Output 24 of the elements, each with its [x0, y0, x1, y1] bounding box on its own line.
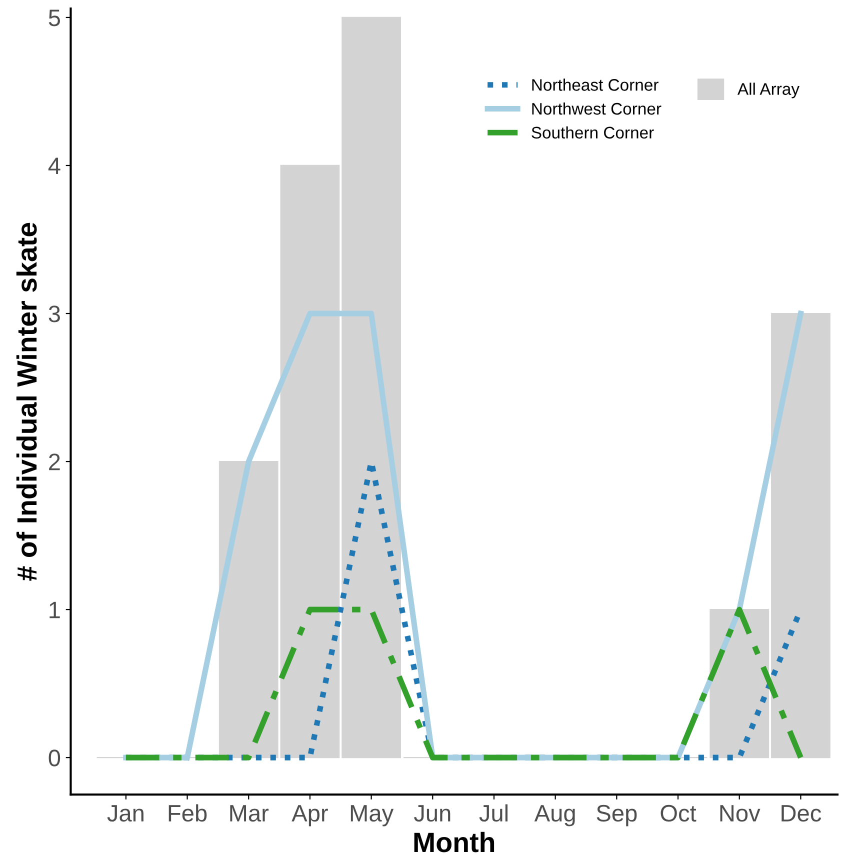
- x-tick-label: Jun: [414, 805, 450, 822]
- y-tick-label: 2: [49, 454, 60, 470]
- x-tick-label: Apr: [292, 805, 328, 826]
- x-tick-label: Dec: [782, 805, 822, 822]
- y-tick-label: 0: [48, 750, 60, 766]
- legend-label: Northwest Corner: [532, 102, 662, 115]
- x-axis-title: Month: [414, 832, 494, 852]
- x-tick-label: May: [350, 805, 394, 826]
- x-tick-label: Jul: [479, 804, 508, 822]
- x-tick-label: Mar: [230, 805, 269, 822]
- legend-label: Southern Corner: [532, 126, 654, 139]
- y-tick-label: 5: [48, 10, 60, 26]
- x-tick-label: Aug: [534, 805, 575, 826]
- x-tick-label: Feb: [168, 804, 207, 822]
- x-tick-label: Nov: [720, 805, 760, 822]
- legend-label: Northeast Corner: [532, 78, 658, 91]
- legend-label: All Array: [737, 82, 800, 98]
- y-tick-label: 1: [50, 602, 60, 618]
- x-tick-label: Oct: [660, 804, 696, 822]
- y-tick-label: 4: [48, 158, 60, 174]
- x-tick-label: Sep: [596, 804, 637, 826]
- y-axis-title: # of Individual Winter skate: [16, 222, 37, 581]
- x-tick-label: Jan: [107, 805, 144, 822]
- y-tick-label: 3: [48, 306, 60, 322]
